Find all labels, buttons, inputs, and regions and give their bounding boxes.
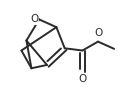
Text: O: O bbox=[30, 14, 38, 24]
Text: O: O bbox=[78, 74, 87, 84]
Text: O: O bbox=[94, 28, 102, 38]
